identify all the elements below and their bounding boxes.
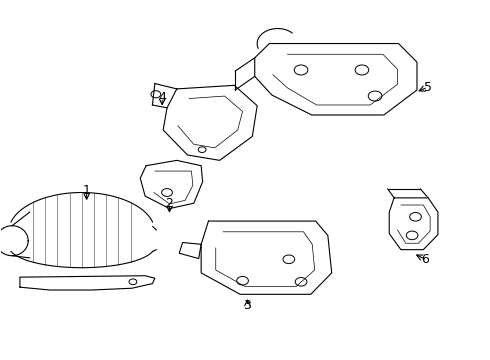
Text: 5: 5 [424,81,432,94]
Text: 3: 3 [244,299,251,312]
Text: 1: 1 [83,184,91,197]
Text: 2: 2 [166,197,173,210]
Text: 4: 4 [158,91,166,104]
Text: 6: 6 [421,253,429,266]
